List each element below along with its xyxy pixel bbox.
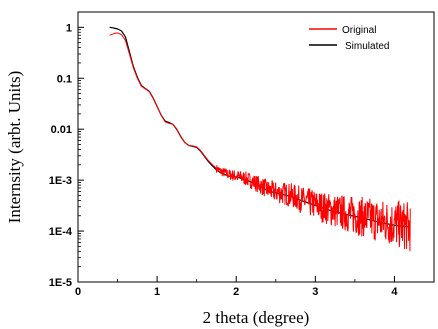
series-layer bbox=[109, 26, 411, 252]
x-tick-label: 4 bbox=[391, 286, 398, 298]
y-tick-label: 1E-3 bbox=[49, 175, 72, 187]
x-tick-label: 1 bbox=[154, 286, 160, 298]
x-tick-label: 3 bbox=[312, 286, 318, 298]
legend: Original Simulated bbox=[309, 25, 389, 52]
y-tick-label: 1E-5 bbox=[49, 277, 72, 289]
legend-label-original: Original bbox=[342, 25, 376, 36]
y-tick-label: 0.1 bbox=[57, 73, 72, 85]
x-axis-title: 2 theta (degree) bbox=[203, 308, 310, 327]
legend-label-simulated: Simulated bbox=[345, 41, 389, 52]
axis-ticks bbox=[77, 26, 395, 283]
y-tick-label: 1E-4 bbox=[49, 226, 73, 238]
y-tick-label: 1 bbox=[66, 22, 72, 34]
plot-frame bbox=[77, 11, 435, 283]
y-tick-label: 0.01 bbox=[51, 124, 72, 136]
y-tick-labels: 1 0.1 0.01 1E-3 1E-4 1E-5 bbox=[49, 22, 73, 289]
x-tick-label: 2 bbox=[233, 286, 239, 298]
x-tick-label: 0 bbox=[75, 286, 81, 298]
y-axis-title: Internsity (arbt. Units) bbox=[5, 71, 24, 224]
series-original-line bbox=[109, 32, 411, 252]
x-tick-labels: 0 1 2 3 4 bbox=[75, 286, 398, 298]
